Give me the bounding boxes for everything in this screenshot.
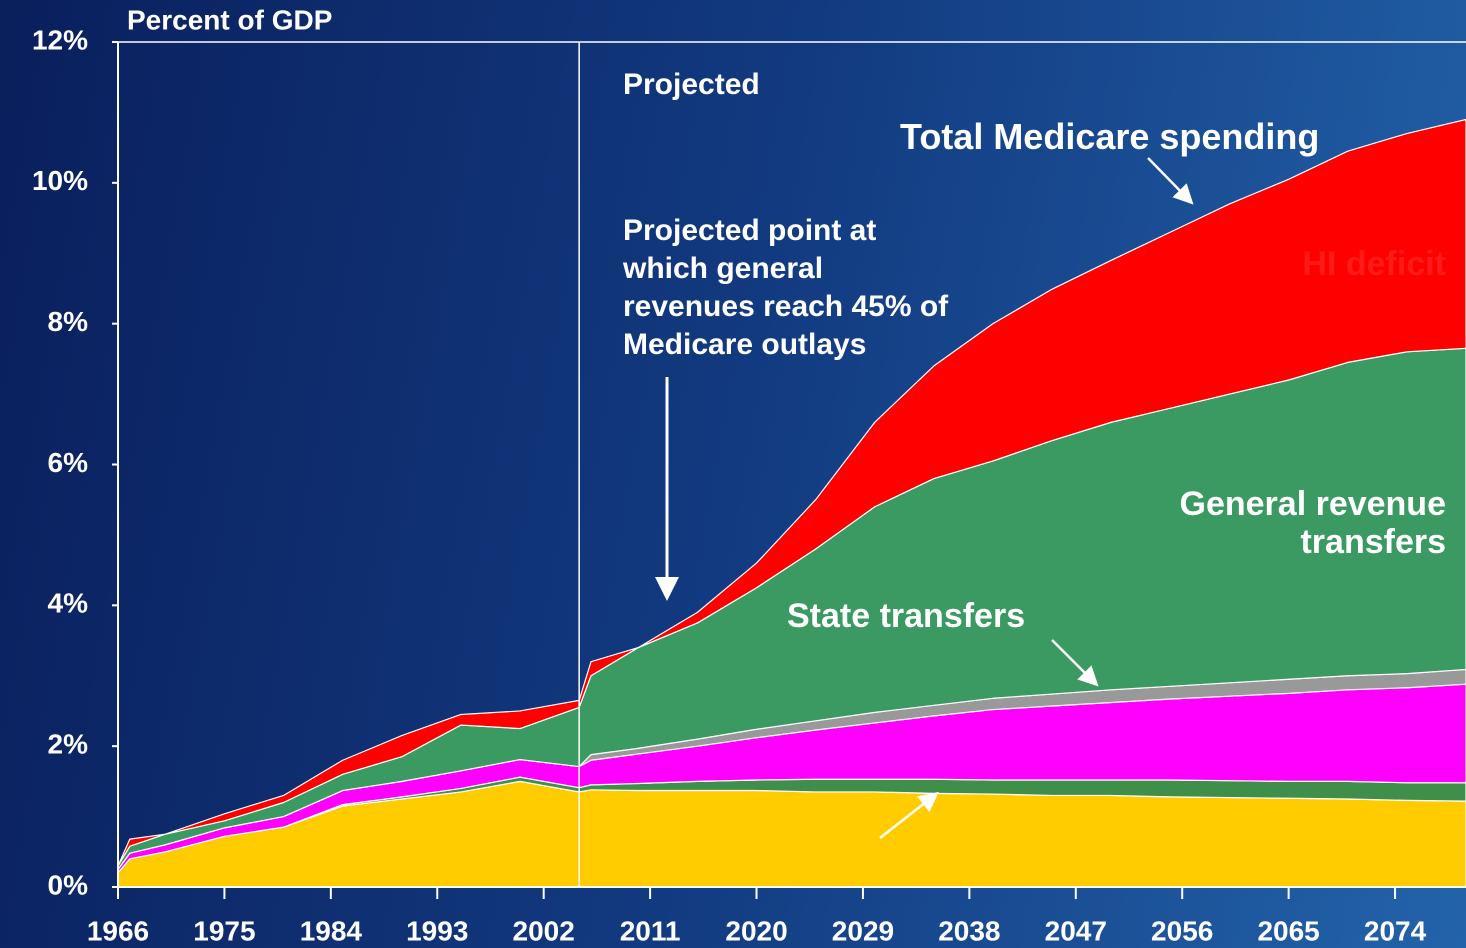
x-tick-label: 1984 — [300, 915, 363, 946]
x-tick-label: 1993 — [406, 915, 468, 946]
series-label: HI deficit — [1302, 245, 1446, 283]
x-tick-label: 1975 — [193, 915, 255, 946]
annotation: Projected — [623, 68, 760, 101]
series-label: General revenue transfers — [1179, 485, 1446, 561]
series-label: Tax on benefits — [607, 820, 854, 858]
annotation: Total Medicare spending — [900, 116, 1320, 157]
x-tick-label: 2065 — [1257, 915, 1319, 946]
x-tick-label: 2074 — [1364, 915, 1427, 946]
x-tick-label: 1966 — [87, 915, 149, 946]
series-label: Payroll taxes — [1236, 820, 1446, 858]
y-tick-label: 6% — [48, 447, 89, 478]
x-tick-label: 2056 — [1151, 915, 1213, 946]
series-label: Premiums — [1281, 725, 1446, 763]
area — [117, 118, 1466, 867]
y-tick-label: 2% — [48, 729, 89, 760]
x-tick-label: 2029 — [832, 915, 894, 946]
y-axis-label: Percent of GDP — [127, 4, 332, 35]
y-tick-label: 4% — [48, 588, 89, 619]
y-tick-label: 12% — [32, 24, 88, 55]
x-tick-label: 2011 — [620, 915, 681, 946]
x-tick-label: 2002 — [513, 915, 575, 946]
y-tick-label: 10% — [32, 165, 88, 196]
annotation: Projected point at which general revenue… — [623, 214, 949, 361]
series-label: State transfers — [787, 597, 1026, 635]
x-tick-label: 2047 — [1045, 915, 1107, 946]
x-tick-label: 2038 — [938, 915, 1000, 946]
x-tick-label: 2020 — [725, 915, 787, 946]
y-tick-label: 8% — [48, 306, 89, 337]
y-tick-label: 0% — [48, 869, 89, 900]
